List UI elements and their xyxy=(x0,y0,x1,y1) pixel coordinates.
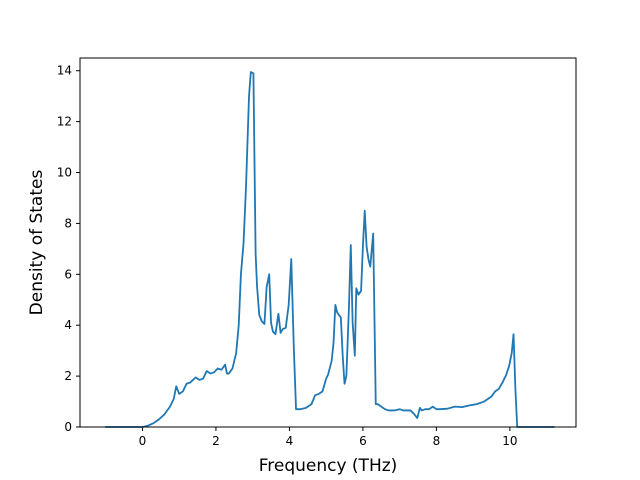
y-tick-label: 14 xyxy=(57,64,72,78)
x-tick-label: 2 xyxy=(212,434,220,448)
x-tick-label: 4 xyxy=(286,434,294,448)
x-tick-label: 6 xyxy=(359,434,367,448)
plot-area xyxy=(80,58,576,427)
x-tick-label: 8 xyxy=(433,434,441,448)
x-tick-label: 10 xyxy=(502,434,517,448)
y-tick-label: 2 xyxy=(64,369,72,383)
y-tick-label: 4 xyxy=(64,318,72,332)
x-axis-label: Frequency (THz) xyxy=(259,456,398,476)
y-tick-label: 10 xyxy=(57,166,72,180)
x-tick-label: 0 xyxy=(139,434,147,448)
y-tick-label: 6 xyxy=(64,267,72,281)
plot-frame xyxy=(79,57,577,428)
series-layer xyxy=(104,71,555,428)
y-axis-ticks: 0 2 4 6 8 10 12 14 xyxy=(57,64,80,434)
y-axis-label: Density of States xyxy=(27,170,47,316)
y-tick-label: 0 xyxy=(64,420,72,434)
x-axis-ticks: 0 2 4 6 8 10 xyxy=(139,427,518,448)
y-tick-label: 8 xyxy=(64,216,72,230)
y-tick-label: 12 xyxy=(57,115,72,129)
dos-series-line xyxy=(104,71,555,428)
